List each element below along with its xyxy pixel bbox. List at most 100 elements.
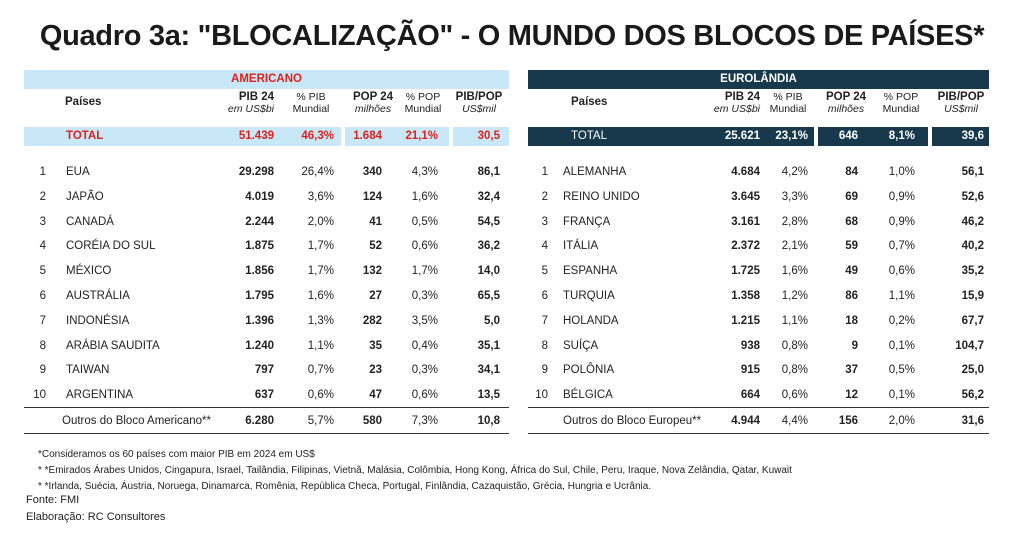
- euro-col-pct-pib: % PIB Mundial: [762, 91, 814, 115]
- cell-pais: REINO UNIDO: [563, 190, 640, 203]
- cell-pais: ITÁLIA: [563, 240, 599, 253]
- cell-n: 7: [541, 314, 548, 327]
- cell-pais: MÉXICO: [66, 265, 112, 278]
- cell-pop: 35: [369, 339, 382, 352]
- cell-pibpop: 13,5: [477, 389, 500, 402]
- cell-pibpop: 86,1: [477, 166, 500, 178]
- table-row: 4 ITÁLIA 2.372 2,1% 59 0,7% 40,2: [0, 234, 1024, 259]
- cell-pop: 47: [369, 389, 382, 402]
- americano-col-pop: POP 24 milhões: [348, 91, 398, 115]
- cell-pib: 4.684: [731, 166, 760, 178]
- header-text: % PIB: [296, 91, 326, 103]
- cell-pct-pib: 1,7%: [307, 265, 334, 278]
- header-unit: US$mil: [944, 103, 978, 115]
- header-text: % PIB: [773, 91, 803, 103]
- cell-pop: 132: [362, 265, 382, 278]
- cell-pibpop: 54,5: [477, 215, 500, 228]
- outros-pct-pop: 2,0%: [888, 415, 915, 427]
- cell-pop: 282: [362, 314, 382, 327]
- table-row: 2 JAPÃO 4.019 3,6% 124 1,6% 32,4: [0, 185, 1024, 210]
- cell-pct-pib: 0,6%: [307, 389, 334, 402]
- cell-pop: 340: [362, 166, 382, 178]
- header-unit: Mundial: [404, 103, 442, 115]
- cell-pibpop: 36,2: [477, 240, 500, 253]
- header-text: POP 24: [352, 91, 394, 103]
- cell-n: 9: [39, 364, 46, 377]
- americano-total-bar: [345, 127, 449, 146]
- cell-pct-pib: 0,7%: [307, 364, 334, 377]
- americano-outros-row: Outros do Bloco Americano** 6.280 5,7% 5…: [0, 409, 512, 434]
- cell-n: 10: [535, 389, 548, 402]
- cell-pct-pib: 2,1%: [781, 240, 808, 253]
- cell-n: 2: [541, 190, 548, 203]
- outros-pib: 6.280: [245, 415, 274, 427]
- table-row: 2 REINO UNIDO 3.645 3,3% 69 0,9% 52,6: [0, 185, 1024, 210]
- cell-pibpop: 40,2: [961, 240, 984, 253]
- cell-pais: ARÁBIA SAUDITA: [66, 339, 160, 352]
- divider: [528, 433, 989, 434]
- cell-pibpop: 32,4: [477, 190, 500, 203]
- cell-pct-pib: 1,2%: [781, 290, 808, 302]
- cell-pib: 797: [254, 364, 274, 377]
- header-unit: Mundial: [769, 103, 807, 115]
- cell-pib: 3.645: [731, 190, 760, 203]
- euro-total-bar: [528, 127, 814, 146]
- outros-pop: 156: [838, 415, 858, 427]
- cell-pop: 49: [845, 265, 858, 278]
- cell-pop: 86: [845, 290, 858, 302]
- cell-n: 6: [541, 290, 548, 302]
- cell-pop: 124: [362, 190, 382, 203]
- cell-pais: EUA: [66, 166, 90, 178]
- cell-pibpop: 56,1: [961, 166, 984, 178]
- cell-pibpop: 35,2: [961, 265, 984, 278]
- header-unit: Mundial: [292, 103, 330, 115]
- cell-pibpop: 67,7: [961, 314, 984, 327]
- table-row: 1 EUA 29.298 26,4% 340 4,3% 86,1: [0, 160, 1024, 185]
- table-row: 6 AUSTRÁLIA 1.795 1,6% 27 0,3% 65,5: [0, 284, 1024, 309]
- cell-pais: INDONÉSIA: [66, 314, 130, 327]
- cell-pib: 1.215: [731, 314, 760, 327]
- cell-pibpop: 34,1: [477, 364, 500, 377]
- cell-pct-pop: 0,4%: [411, 339, 438, 352]
- table-row: 5 MÉXICO 1.856 1,7% 132 1,7% 14,0: [0, 259, 1024, 284]
- table-row: 6 TURQUIA 1.358 1,2% 86 1,1% 15,9: [0, 284, 1024, 309]
- cell-pibpop: 14,0: [477, 265, 500, 278]
- cell-pib: 1.875: [245, 240, 274, 253]
- cell-pct-pop: 3,5%: [411, 314, 438, 327]
- total-pib: 25.621: [724, 130, 760, 142]
- cell-pop: 37: [845, 364, 858, 377]
- cell-pib: 1.396: [245, 314, 274, 327]
- cell-n: 5: [541, 265, 548, 278]
- cell-pct-pop: 0,1%: [888, 339, 915, 352]
- total-label: TOTAL: [66, 130, 104, 142]
- euro-col-paises: Países: [571, 96, 608, 108]
- cell-pop: 9: [851, 339, 858, 352]
- euro-total-bar: [818, 127, 928, 146]
- cell-pct-pib: 0,8%: [781, 339, 808, 352]
- euro-col-pct-pop: % POP Mundial: [875, 91, 927, 115]
- cell-pib: 1.725: [731, 265, 760, 278]
- outros-pibpop: 10,8: [477, 415, 500, 427]
- cell-pct-pib: 26,4%: [301, 166, 334, 178]
- cell-pct-pop: 1,0%: [888, 166, 915, 178]
- euro-col-pop: POP 24 milhões: [820, 91, 872, 115]
- cell-pais: HOLANDA: [563, 314, 619, 327]
- cell-n: 8: [39, 339, 46, 352]
- euro-total-row: TOTAL 25.621 23,1% 646 8,1% 39,6: [0, 127, 1024, 146]
- cell-pib: 2.372: [731, 240, 760, 253]
- cell-n: 7: [39, 314, 46, 327]
- cell-pibpop: 104,7: [955, 339, 984, 352]
- cell-pib: 1.795: [245, 290, 274, 302]
- americano-col-pib: PIB 24 em US$bi: [214, 91, 274, 115]
- cell-pct-pop: 0,7%: [888, 240, 915, 253]
- cell-pibpop: 5,0: [484, 314, 500, 327]
- cell-pib: 3.161: [731, 215, 760, 228]
- header-unit: em US$bi: [713, 103, 760, 115]
- euro-total-bar: [932, 127, 989, 146]
- table-row: 9 TAIWAN 797 0,7% 23 0,3% 34,1: [0, 358, 1024, 383]
- cell-pais: FRANÇA: [563, 215, 611, 228]
- cell-n: 4: [39, 240, 46, 253]
- footnote-1: *Consideramos os 60 países com maior PIB…: [38, 449, 315, 460]
- cell-pct-pib: 3,6%: [307, 190, 334, 203]
- cell-pct-pib: 0,6%: [781, 389, 808, 402]
